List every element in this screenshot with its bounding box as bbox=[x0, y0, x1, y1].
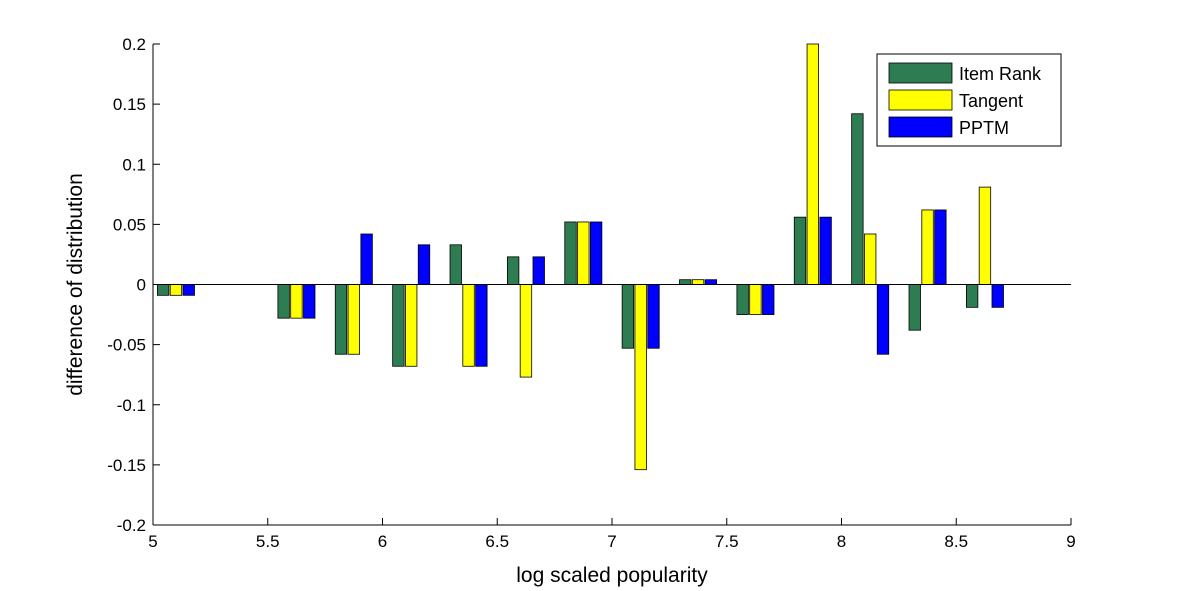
bar-pptm bbox=[360, 233, 373, 285]
bar-tangent bbox=[519, 284, 533, 378]
bar-tangent bbox=[978, 186, 992, 285]
bar-tangent bbox=[864, 233, 877, 285]
bar-tangent bbox=[405, 284, 418, 367]
x-axis: 5 5.5 6 6.5 7 7.5 8 8.5 9 bbox=[148, 518, 1076, 551]
bar-tangent bbox=[921, 209, 934, 285]
x-tick-label: 5 bbox=[148, 532, 157, 551]
x-tick-label: 9 bbox=[1066, 532, 1075, 551]
bar-pptm bbox=[934, 209, 947, 285]
bar-item-rank bbox=[908, 284, 921, 331]
bar-tangent bbox=[806, 43, 819, 285]
bar-item-rank bbox=[679, 279, 692, 285]
bar-pptm bbox=[417, 244, 431, 285]
bar-tangent bbox=[347, 284, 360, 355]
x-tick-label: 5.5 bbox=[256, 532, 280, 551]
bar-item-rank bbox=[564, 221, 577, 285]
x-tick-label: 8.5 bbox=[944, 532, 968, 551]
bar-pptm bbox=[876, 284, 890, 355]
bar-item-rank bbox=[449, 244, 462, 285]
bar-item-rank bbox=[621, 284, 635, 349]
bar-item-rank bbox=[277, 284, 290, 319]
y-tick-label: -0.1 bbox=[117, 396, 146, 415]
legend-swatch bbox=[888, 89, 953, 111]
bar-pptm bbox=[589, 221, 603, 285]
y-tick-label: 0 bbox=[137, 276, 146, 295]
y-tick-label: 0.15 bbox=[113, 95, 146, 114]
bar-tangent bbox=[691, 279, 705, 285]
bar-tangent bbox=[290, 284, 303, 319]
bar-pptm bbox=[647, 284, 660, 349]
x-tick-label: 6.5 bbox=[485, 532, 509, 551]
y-tick-label: 0.2 bbox=[122, 35, 146, 54]
y-tick-label: 0.1 bbox=[122, 155, 146, 174]
bar-pptm bbox=[532, 256, 545, 285]
y-tick-label: -0.15 bbox=[107, 456, 146, 475]
legend-swatch bbox=[888, 62, 953, 84]
bar-tangent bbox=[462, 284, 475, 367]
x-tick-label: 7.5 bbox=[715, 532, 739, 551]
x-tick-label: 8 bbox=[837, 532, 846, 551]
bar-item-rank bbox=[965, 284, 979, 308]
x-axis-label: log scaled popularity bbox=[516, 564, 708, 587]
bar-tangent bbox=[634, 284, 647, 471]
x-tick-label: 6 bbox=[378, 532, 387, 551]
bar-pptm bbox=[303, 284, 316, 319]
bar-tangent bbox=[169, 284, 183, 296]
bar-pptm bbox=[182, 284, 195, 296]
y-axis: -0.2 -0.15 -0.1 -0.05 0 0.05 0.1 0.15 0.2 bbox=[107, 35, 160, 535]
bar-tangent bbox=[749, 284, 762, 315]
y-tick-label: -0.2 bbox=[117, 516, 146, 535]
bar-pptm bbox=[991, 284, 1004, 308]
bar-item-rank bbox=[506, 256, 520, 285]
y-axis-label: difference of distribution bbox=[64, 173, 87, 396]
bar-item-rank bbox=[392, 284, 405, 367]
bar-item-rank bbox=[334, 284, 348, 355]
bar-pptm bbox=[704, 279, 718, 285]
bar-item-rank bbox=[736, 284, 749, 315]
x-tick-label: 7 bbox=[607, 532, 616, 551]
legend-label: Item Rank bbox=[959, 64, 1042, 84]
legend-swatch bbox=[888, 116, 953, 138]
bar-pptm bbox=[762, 284, 775, 315]
bar-pptm bbox=[475, 284, 488, 367]
bar-item-rank bbox=[156, 284, 170, 296]
bar-tangent bbox=[577, 221, 590, 285]
y-tick-label: 0.05 bbox=[113, 215, 146, 234]
bar-item-rank bbox=[793, 216, 807, 285]
legend-label: PPTM bbox=[959, 118, 1009, 138]
legend: Item Rank Tangent PPTM bbox=[876, 53, 1062, 147]
y-tick-label: -0.05 bbox=[107, 336, 146, 355]
bar-pptm bbox=[819, 216, 832, 285]
bar-item-rank bbox=[851, 113, 864, 285]
legend-label: Tangent bbox=[959, 91, 1023, 111]
